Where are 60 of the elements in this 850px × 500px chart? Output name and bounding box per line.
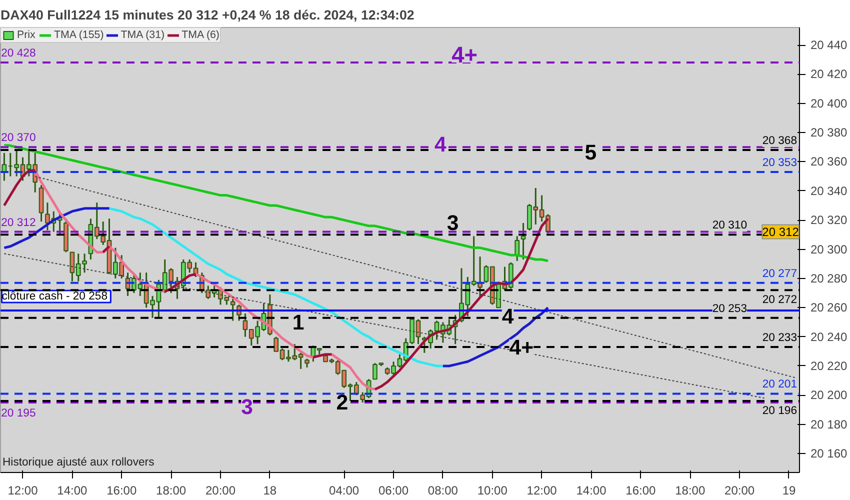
legend-label: TMA (6) <box>182 29 220 41</box>
x-tick-label: 20:00 <box>724 484 755 498</box>
x-tick-label: 12:00 <box>526 484 558 498</box>
ref-line-label: 20 201 <box>762 378 798 391</box>
annotation: 4 <box>502 304 514 328</box>
ref-line-label: 20 277 <box>762 268 798 280</box>
annotation: Historique ajusté aux rollovers <box>2 456 155 468</box>
annotation: 3 <box>241 394 254 419</box>
ref-line-label: 20 370 <box>1 132 36 144</box>
annotation: 5 <box>584 140 597 165</box>
legend-label: Prix <box>17 29 36 41</box>
annotation: 4+ <box>509 336 534 360</box>
chart-title: DAX40 Full1224 15 minutes 20 312 +0,24 % 18 déc. 2024, 12:34:02 <box>0 8 414 22</box>
y-tick-label: 20 220 <box>810 358 848 373</box>
y-tick-label: 20 240 <box>810 330 848 344</box>
x-tick-label: 06:00 <box>378 484 409 498</box>
y-tick-label: 20 280 <box>810 271 848 286</box>
ref-line-label: 20 195 <box>1 407 36 420</box>
x-tick-label: 19 <box>782 484 796 498</box>
y-tick-label: 20 320 <box>810 213 848 228</box>
x-tick-label: 16:00 <box>626 484 656 498</box>
y-tick-label: 20 180 <box>810 417 848 432</box>
y-tick-label: 20 300 <box>810 242 848 256</box>
y-tick-label: 20 160 <box>810 446 848 461</box>
x-tick-label: 18 <box>263 484 277 498</box>
x-tick-label: 12:00 <box>8 484 38 498</box>
ref-line-label: 20 428 <box>1 48 36 60</box>
x-tick-label: 08:00 <box>428 484 458 498</box>
annotation: 3 <box>446 211 459 236</box>
y-tick-label: 20 400 <box>810 96 848 110</box>
x-tick-label: 04:00 <box>329 484 360 498</box>
x-tick-label: 10:00 <box>477 484 508 498</box>
y-tick-label: 20 200 <box>810 388 848 402</box>
y-tick-label: 20 440 <box>810 38 848 52</box>
y-tick-label: 20 360 <box>810 154 848 169</box>
y-tick-label: 20 380 <box>810 126 848 140</box>
x-tick-label: 18:00 <box>156 484 186 498</box>
ref-line-label: 20 312 <box>1 216 36 229</box>
legend-label: TMA (31) <box>120 29 165 41</box>
ref-line-label: 20 368 <box>762 135 798 148</box>
annotation: 2 <box>336 390 348 415</box>
annotation: 4 <box>434 132 447 157</box>
y-tick-label: 20 420 <box>810 67 848 82</box>
x-tick-label: 16:00 <box>106 484 137 498</box>
x-tick-label: 20:00 <box>205 484 236 498</box>
ref-line-label: 20 196 <box>762 405 798 418</box>
y-tick-label: 20 340 <box>810 184 848 198</box>
annotation: 1 <box>292 310 304 335</box>
ref-line-label: 20 253 <box>712 302 748 315</box>
ref-line-label: 20 233 <box>762 332 798 344</box>
ref-line-label: 20 310 <box>712 220 748 232</box>
annotation: 20 312 <box>762 224 800 239</box>
annotation: 4+ <box>452 42 478 68</box>
ref-line-label: 20 353 <box>762 156 798 169</box>
x-tick-label: 18:00 <box>675 484 706 498</box>
ref-line-label: 20 272 <box>762 294 798 306</box>
legend-label: TMA (155) <box>54 29 104 41</box>
x-tick-label: 14:00 <box>57 484 88 498</box>
x-tick-label: 14:00 <box>576 484 607 498</box>
y-tick-label: 20 260 <box>810 300 848 315</box>
